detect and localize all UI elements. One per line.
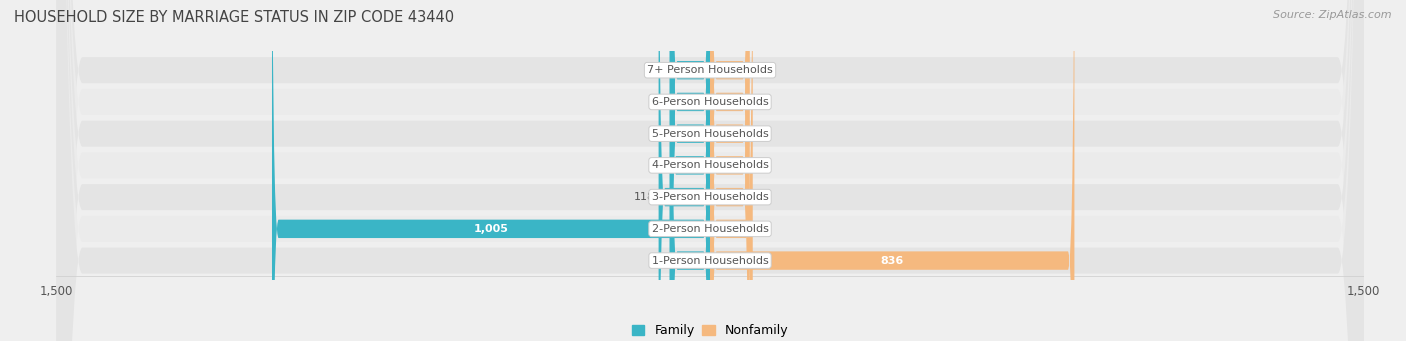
FancyBboxPatch shape (710, 0, 749, 341)
Text: 0: 0 (752, 129, 759, 139)
FancyBboxPatch shape (671, 0, 710, 341)
Text: 27: 27 (652, 129, 668, 139)
FancyBboxPatch shape (56, 0, 1364, 341)
Text: 93: 93 (652, 160, 666, 170)
Legend: Family, Nonfamily: Family, Nonfamily (631, 324, 789, 337)
Text: Source: ZipAtlas.com: Source: ZipAtlas.com (1274, 10, 1392, 20)
Text: 0: 0 (661, 65, 668, 75)
FancyBboxPatch shape (271, 0, 710, 341)
Text: 0: 0 (661, 256, 668, 266)
FancyBboxPatch shape (710, 0, 749, 341)
FancyBboxPatch shape (56, 0, 1364, 341)
Text: 98: 98 (756, 224, 770, 234)
Text: 3-Person Households: 3-Person Households (651, 192, 769, 202)
Text: HOUSEHOLD SIZE BY MARRIAGE STATUS IN ZIP CODE 43440: HOUSEHOLD SIZE BY MARRIAGE STATUS IN ZIP… (14, 10, 454, 25)
Text: 836: 836 (880, 256, 904, 266)
Text: 0: 0 (752, 97, 759, 107)
FancyBboxPatch shape (710, 0, 749, 341)
Text: 0: 0 (752, 160, 759, 170)
FancyBboxPatch shape (56, 0, 1364, 341)
FancyBboxPatch shape (671, 0, 710, 341)
FancyBboxPatch shape (56, 0, 1364, 341)
FancyBboxPatch shape (710, 0, 749, 341)
Text: 0: 0 (752, 192, 759, 202)
FancyBboxPatch shape (56, 0, 1364, 341)
FancyBboxPatch shape (671, 0, 710, 341)
FancyBboxPatch shape (710, 0, 752, 341)
Text: 7+ Person Households: 7+ Person Households (647, 65, 773, 75)
FancyBboxPatch shape (710, 0, 749, 341)
Text: 0: 0 (752, 65, 759, 75)
FancyBboxPatch shape (56, 0, 1364, 341)
Text: 118: 118 (634, 192, 655, 202)
Text: 2-Person Households: 2-Person Households (651, 224, 769, 234)
Text: 1-Person Households: 1-Person Households (651, 256, 769, 266)
Text: 1,005: 1,005 (474, 224, 509, 234)
FancyBboxPatch shape (658, 0, 710, 341)
Text: 6-Person Households: 6-Person Households (651, 97, 769, 107)
Text: 7: 7 (661, 97, 668, 107)
Text: 4-Person Households: 4-Person Households (651, 160, 769, 170)
FancyBboxPatch shape (56, 0, 1364, 341)
Text: 5-Person Households: 5-Person Households (651, 129, 769, 139)
FancyBboxPatch shape (671, 0, 710, 341)
FancyBboxPatch shape (669, 0, 710, 341)
FancyBboxPatch shape (710, 0, 1074, 341)
